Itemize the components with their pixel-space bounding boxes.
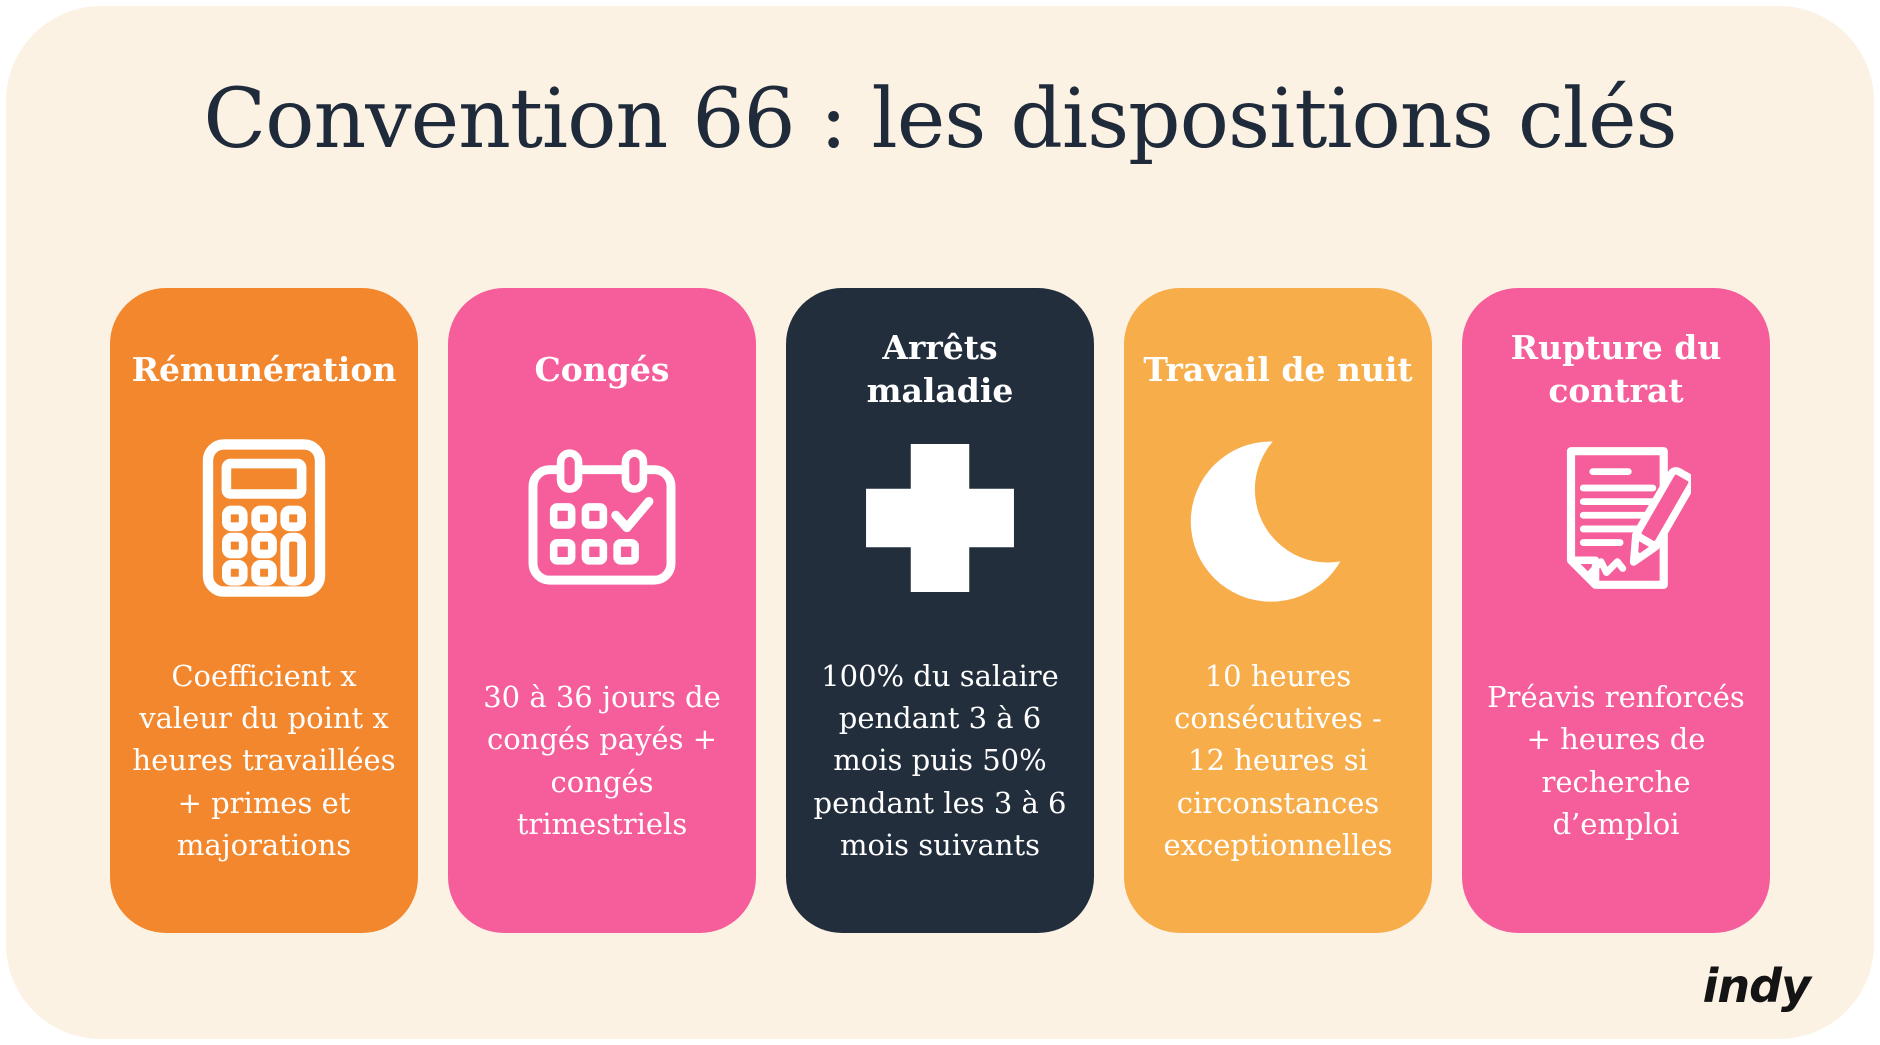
card-arrets-maladie: Arrêts maladie 100% du salaire pendant 3… [786,288,1094,933]
contract-signature-icon [1541,418,1691,618]
crescent-moon-icon [1189,418,1367,618]
card-rupture-du-contrat: Rupture du contrat [1462,288,1770,933]
card-title: Rémunération [131,349,397,389]
card-body: 100% du salaire pendant 3 à 6 mois puis … [813,659,1067,862]
cards-row: Rémunération Coefficient x valeur du poi… [110,288,1770,933]
card-title: Travail de nuit [1143,349,1413,389]
card-body: 10 heures consécutives - 12 heures si ci… [1163,659,1393,862]
medical-cross-icon [854,418,1026,618]
card-body: Préavis renforcés + heures de recherche … [1487,680,1745,841]
card-travail-de-nuit: Travail de nuit 10 heures consécutives -… [1124,288,1432,933]
card-remuneration: Rémunération Coefficient x valeur du poi… [110,288,418,933]
card-body: Coefficient x valeur du point x heures t… [132,659,396,862]
card-conges: Congés 30 à 36 jours de congés payés + c… [448,288,756,933]
card-title: Rupture du contrat [1510,328,1722,410]
calendar-check-icon [526,418,678,618]
card-title: Congés [534,349,670,389]
brand-logo: indy [1702,959,1811,1013]
calculator-icon [200,418,328,618]
page-title: Convention 66 : les dispositions clés [203,72,1677,167]
card-body: 30 à 36 jours de congés payés + congés t… [483,680,721,841]
card-title: Arrêts maladie [866,328,1014,410]
